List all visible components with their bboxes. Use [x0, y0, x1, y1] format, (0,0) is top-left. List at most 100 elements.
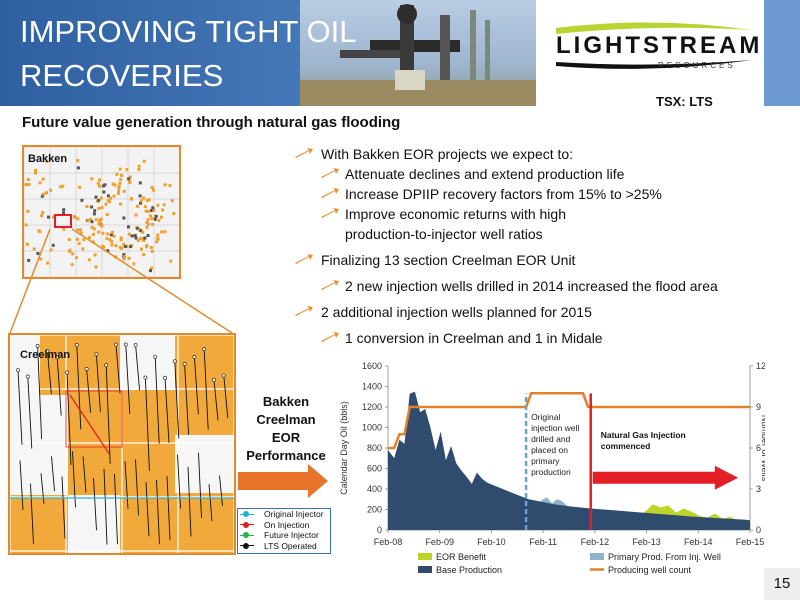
bullet-text: With Bakken EOR projects we expect to:: [321, 146, 574, 162]
map-well-marker: [156, 237, 160, 241]
map-well-path: [125, 344, 131, 414]
map-well-marker: [35, 343, 40, 348]
map-legend: Original Injector On Injection Future In…: [237, 508, 331, 554]
page-number: 15: [764, 568, 800, 600]
map-well-path: [208, 484, 213, 522]
bullet-1: With Bakken EOR projects we expect to:: [295, 144, 795, 164]
injection-annotation-line: drilled and: [531, 434, 570, 444]
map-well-marker: [123, 254, 127, 258]
map-well-marker: [73, 216, 77, 219]
map-injector-line: [69, 394, 111, 456]
map-well-marker: [85, 205, 89, 208]
map-well-marker: [104, 202, 108, 206]
map-well-marker: [119, 177, 123, 181]
map-well-marker: [163, 230, 167, 234]
map-well-marker: [34, 168, 38, 172]
map-well-marker: [27, 183, 31, 187]
map-well-path: [156, 479, 160, 545]
map-well-marker: [25, 242, 29, 246]
map-well-marker: [110, 243, 114, 247]
header-tab: [764, 0, 800, 106]
map-well-marker: [149, 209, 153, 212]
map-well-marker: [89, 217, 93, 221]
map-well-marker: [94, 218, 98, 222]
header-photo: [300, 0, 540, 106]
map-well-marker: [40, 214, 44, 218]
map-well-marker: [135, 204, 139, 208]
logo: LIGHTSTREAM RESOURCES TSX: LTS: [536, 0, 764, 109]
map-well-marker: [143, 205, 147, 209]
map-well-marker: [106, 249, 110, 253]
map-well-marker: [78, 185, 81, 189]
map-well-marker: [169, 259, 173, 263]
bakken-map-label: Bakken: [28, 153, 68, 165]
map-well-path: [61, 476, 66, 539]
injection-annotation-line: production: [531, 467, 571, 477]
legend-swatch: [418, 566, 432, 573]
map-well-marker: [128, 175, 132, 179]
y2-axis-title: Number of Wells: [760, 415, 765, 482]
map-well-marker: [25, 374, 30, 379]
map-well-path: [51, 456, 55, 492]
map-well-path: [30, 483, 34, 545]
map-blank-section: [68, 495, 120, 553]
bullet-arrow-icon: [295, 148, 313, 158]
map-well-marker: [100, 224, 104, 228]
map-well-marker: [212, 378, 216, 382]
map-well-marker: [150, 249, 154, 253]
y-tick-label: 1400: [362, 382, 382, 392]
map-well-marker: [142, 253, 146, 257]
map-well-marker: [122, 242, 126, 246]
map-well-marker: [79, 231, 83, 235]
map-well-marker: [80, 198, 84, 202]
map-well-marker: [112, 234, 116, 238]
map-well-marker: [168, 184, 172, 187]
y-tick-label: 1000: [362, 423, 382, 433]
map-well-marker: [118, 167, 122, 171]
map-blank-section: [10, 335, 40, 395]
x-tick-label: Feb-15: [736, 537, 765, 547]
map-well-marker: [97, 230, 101, 234]
map-well-marker: [98, 178, 101, 182]
map-well-path: [223, 375, 229, 419]
map-well-marker: [34, 171, 37, 175]
map-well-path: [56, 357, 62, 416]
y-tick-label: 1600: [362, 361, 382, 371]
map-well-marker: [81, 247, 85, 251]
map-well-path: [166, 476, 171, 540]
map-well-marker: [130, 197, 133, 200]
map-well-marker: [139, 199, 143, 203]
x-tick-label: Feb-08: [374, 537, 403, 547]
bullet-text: Attenuate declines and extend production…: [345, 166, 625, 182]
map-well-marker: [146, 234, 150, 237]
map-well-marker: [139, 229, 143, 233]
map-well-marker: [172, 212, 176, 215]
map-well-marker: [109, 233, 113, 237]
map-well-marker: [127, 256, 131, 260]
map-well-marker: [150, 266, 153, 270]
map-well-marker: [76, 159, 80, 163]
legend-item: LTS Operated: [238, 541, 330, 552]
map-well-marker: [138, 181, 142, 185]
map-well-marker: [137, 164, 141, 168]
map-well-path: [82, 456, 87, 493]
map-well-marker: [147, 222, 150, 226]
map-well-marker: [76, 166, 80, 170]
slide-subtitle: Future value generation through natural …: [22, 114, 401, 131]
map-well-marker: [37, 229, 41, 233]
map-well-marker: [110, 239, 114, 243]
map-well-marker: [108, 238, 112, 242]
map-well-marker: [62, 211, 65, 215]
map-well-marker: [114, 244, 118, 248]
x-tick-label: Feb-14: [684, 537, 713, 547]
map-well-marker: [106, 199, 110, 203]
series-well-count-line: [388, 392, 750, 450]
legend-label: Base Production: [436, 565, 502, 575]
map-well-marker: [93, 253, 97, 257]
legend-label: On Injection: [264, 519, 310, 530]
map-well-marker: [148, 214, 152, 218]
map-well-marker: [97, 198, 101, 202]
legend-label: EOR Benefit: [436, 552, 487, 562]
map-well-marker: [141, 196, 145, 200]
map-well-path: [145, 482, 150, 537]
